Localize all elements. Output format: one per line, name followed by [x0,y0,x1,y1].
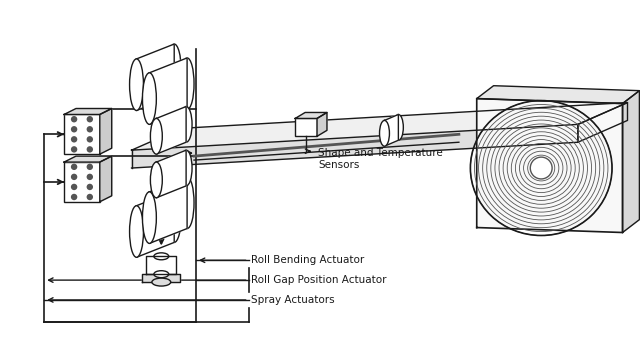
Text: Shape and Temperature
Sensors: Shape and Temperature Sensors [318,148,443,170]
Circle shape [71,194,77,200]
Polygon shape [317,113,327,136]
Ellipse shape [152,278,171,286]
Ellipse shape [167,191,181,243]
Circle shape [87,116,93,122]
Polygon shape [149,58,187,125]
Circle shape [71,136,77,143]
Polygon shape [578,103,628,142]
Polygon shape [64,108,112,115]
Ellipse shape [154,271,168,277]
Ellipse shape [130,206,143,257]
Polygon shape [100,156,112,202]
Text: Roll Gap Position Actuator: Roll Gap Position Actuator [251,275,386,285]
Polygon shape [64,156,112,162]
Polygon shape [476,86,639,104]
Polygon shape [156,150,186,198]
Ellipse shape [180,58,194,109]
Circle shape [71,146,77,153]
Ellipse shape [180,150,192,186]
Circle shape [71,174,77,180]
Ellipse shape [167,44,181,96]
Polygon shape [136,44,174,110]
Circle shape [71,164,77,170]
Ellipse shape [150,118,162,154]
Ellipse shape [130,59,143,110]
Circle shape [71,116,77,122]
Ellipse shape [143,73,156,125]
Ellipse shape [180,107,192,142]
Ellipse shape [394,115,403,140]
Polygon shape [149,177,187,244]
Circle shape [87,174,93,180]
Ellipse shape [150,162,162,198]
Circle shape [87,184,93,190]
Circle shape [87,126,93,132]
Bar [295,118,317,136]
Polygon shape [156,107,186,154]
Ellipse shape [180,177,194,228]
Polygon shape [476,98,622,233]
Circle shape [71,184,77,190]
Circle shape [87,164,93,170]
Polygon shape [143,274,180,282]
Polygon shape [136,191,174,257]
Polygon shape [295,113,327,118]
Ellipse shape [379,120,390,146]
Circle shape [71,126,77,132]
FancyBboxPatch shape [64,115,100,154]
Polygon shape [622,91,639,233]
FancyBboxPatch shape [64,162,100,202]
Polygon shape [385,115,399,146]
Ellipse shape [143,192,156,244]
Text: Spray Actuators: Spray Actuators [251,295,334,305]
Ellipse shape [530,157,552,179]
Ellipse shape [154,253,168,260]
Polygon shape [132,125,578,168]
Circle shape [87,146,93,153]
Circle shape [87,136,93,143]
Circle shape [87,194,93,200]
Text: Roll Bending Actuator: Roll Bending Actuator [251,255,364,265]
Polygon shape [147,256,176,274]
Polygon shape [132,103,628,150]
Polygon shape [100,108,112,154]
